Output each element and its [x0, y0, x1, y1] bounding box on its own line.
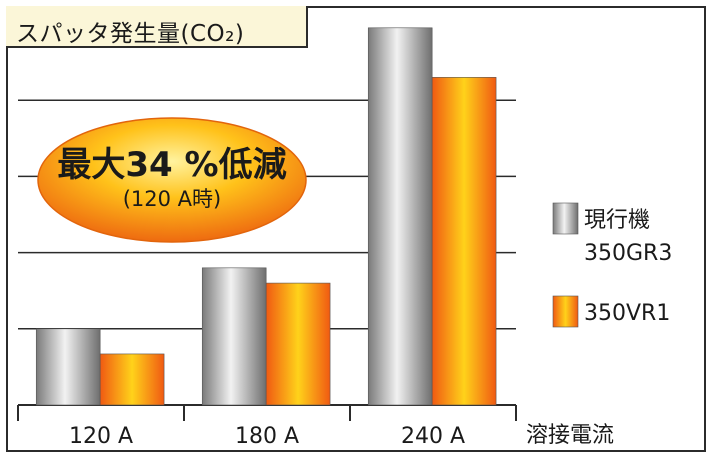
chart-title: スパッタ発生量(CO₂) [16, 21, 245, 47]
x-tick-label: 240 A [401, 424, 465, 449]
chart-title-box: スパッタ発生量(CO₂) [6, 6, 308, 48]
legend-swatch [552, 202, 579, 235]
legend-label: 現行機 [584, 208, 650, 233]
legend-swatch [552, 295, 579, 328]
bar-gray [201, 267, 267, 406]
callout-main-text: 最大34 %低減 [57, 145, 286, 185]
callout-sub-text: (120 A時) [123, 187, 222, 211]
bar-gray [367, 27, 433, 406]
bar-gray [35, 328, 101, 406]
legend: 現行機 350GR3 350VR1 [552, 202, 672, 328]
legend-label: 350VR1 [584, 301, 670, 326]
bar-orange [265, 282, 331, 406]
bars [35, 27, 497, 406]
x-axis-label: 溶接電流 [526, 423, 614, 448]
x-tick-label: 180 A [235, 424, 299, 449]
reduction-callout: 最大34 %低減 (120 A時) [37, 117, 307, 243]
bar-orange [99, 353, 165, 406]
bar-orange [431, 77, 497, 406]
callout-ellipse [37, 117, 307, 243]
x-tick-label: 120 A [69, 424, 133, 449]
legend-label: 350GR3 [584, 241, 672, 266]
x-axis: 120 A 180 A 240 A [17, 404, 517, 449]
